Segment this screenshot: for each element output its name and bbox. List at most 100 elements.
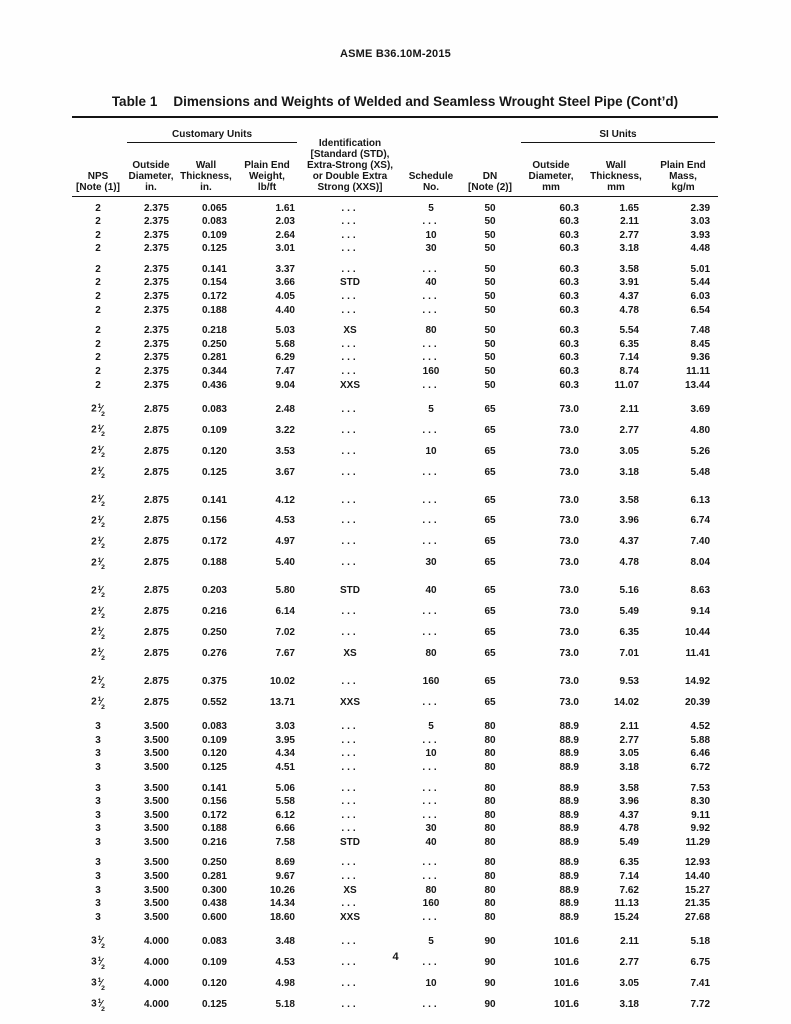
cell-identification: ... — [341, 445, 359, 457]
cell-weight-lbft: 4.97 — [275, 536, 295, 548]
cell-od-mm: 73.0 — [559, 515, 579, 527]
cell-wall-in: 0.344 — [201, 366, 227, 378]
cell-identification: ... — [341, 796, 359, 808]
cell-wall-in: 0.125 — [201, 761, 227, 773]
cell-dn: 65 — [484, 557, 496, 569]
table-row: 31⁄2 4.000 0.109 4.53...... 90 101.6 2.77 6.75 — [72, 952, 718, 973]
cell-dn: 80 — [484, 836, 496, 848]
cell-identification: ... — [341, 243, 359, 255]
cell-mass-kgm: 5.01 — [690, 263, 711, 275]
cell-od-in: 3.500 — [143, 898, 169, 910]
group-gap — [72, 664, 718, 671]
cell-dn: 65 — [484, 515, 496, 527]
col-header-od-in: Outside Diameter, in. — [124, 154, 178, 197]
cell-wall-mm: 4.37 — [619, 809, 639, 821]
cell-dn: 50 — [484, 263, 496, 275]
cell-od-in: 2.375 — [143, 325, 169, 337]
cell-dn: 50 — [484, 352, 496, 364]
table-row: 21⁄2 2.875 0.156 4.53...... 65 73.0 3.96 6.74 — [72, 511, 718, 532]
cell-wall-mm: 7.01 — [619, 648, 639, 660]
cell-dn: 80 — [484, 871, 496, 883]
cell-mass-kgm: 11.11 — [686, 366, 711, 378]
cell-schedule: ... — [422, 291, 440, 303]
cell-dn: 65 — [484, 424, 496, 436]
cell-wall-mm: 2.77 — [619, 229, 639, 241]
cell-dn: 65 — [484, 466, 496, 478]
cell-identification: ... — [341, 466, 359, 478]
table-row: 3 3.500 0.188 6.66... 30 80 88.9 4.78 9.92 — [72, 822, 718, 836]
cell-schedule: ... — [422, 627, 440, 639]
cell-od-in: 2.375 — [143, 243, 169, 255]
cell-nps: 3 — [95, 734, 101, 746]
cell-weight-lbft: 3.66 — [275, 277, 295, 289]
cell-od-in: 2.375 — [143, 291, 169, 303]
cell-schedule: 40 — [425, 836, 437, 848]
cell-identification: XS — [343, 648, 357, 660]
cell-dn: 90 — [484, 977, 496, 989]
table-row: 31⁄2 4.000 0.083 3.48... 5 90 101.6 2.11 5.18 — [72, 931, 718, 952]
cell-schedule: ... — [422, 216, 440, 228]
table-row: 2 2.375 0.344 7.47... 160 50 60.3 8.74 11.11 — [72, 365, 718, 379]
cell-identification: STD — [340, 585, 360, 597]
cell-mass-kgm: 6.54 — [690, 304, 711, 316]
cell-od-in: 3.500 — [143, 809, 169, 821]
cell-nps: 3 — [95, 911, 101, 923]
cell-weight-lbft: 5.40 — [275, 557, 295, 569]
table-row: 31⁄2 4.000 0.125 5.18...... 90 101.6 3.18 7.72 — [72, 994, 718, 1015]
cell-mass-kgm: 14.92 — [684, 675, 711, 687]
cell-wall-in: 0.109 — [201, 229, 227, 241]
cell-nps: 21⁄2 — [91, 626, 105, 641]
group-gap-cell — [72, 849, 718, 856]
cell-mass-kgm: 7.41 — [690, 977, 711, 989]
cell-schedule: ... — [422, 871, 440, 883]
cell-wall-mm: 3.58 — [619, 263, 639, 275]
cell-od-mm: 73.0 — [559, 445, 579, 457]
cell-wall-in: 0.216 — [201, 836, 227, 848]
cell-dn: 80 — [484, 734, 496, 746]
group-header-customary-units: Customary Units — [127, 129, 297, 143]
cell-weight-lbft: 5.68 — [275, 338, 295, 350]
cell-wall-mm: 2.11 — [620, 936, 639, 948]
cell-weight-lbft: 4.05 — [275, 291, 295, 303]
cell-od-mm: 101.6 — [553, 977, 579, 989]
cell-nps: 3 — [95, 823, 101, 835]
cell-mass-kgm: 13.44 — [684, 379, 711, 391]
cell-wall-mm: 3.58 — [619, 494, 639, 506]
cell-wall-mm: 11.07 — [614, 379, 639, 391]
col-header-dn: DN [Note (2)] — [462, 117, 518, 197]
cell-weight-lbft: 7.02 — [275, 627, 295, 639]
cell-wall-mm: 3.05 — [619, 748, 639, 760]
cell-identification: ... — [341, 557, 359, 569]
cell-weight-lbft: 18.60 — [269, 911, 295, 923]
table-row: 2 2.375 0.436 9.04 XXS... 50 60.3 11.07 13.44 — [72, 379, 718, 393]
cell-identification: ... — [341, 515, 359, 527]
table-row: 3 3.500 0.438 14.34... 160 80 88.9 11.13 21.35 — [72, 897, 718, 911]
cell-wall-mm: 3.91 — [619, 277, 639, 289]
table-row: 3 3.500 0.250 8.69...... 80 88.9 6.35 12.93 — [72, 856, 718, 870]
cell-od-in: 2.875 — [143, 648, 169, 660]
cell-od-mm: 88.9 — [559, 748, 579, 760]
cell-identification: ... — [341, 782, 359, 794]
cell-weight-lbft: 5.58 — [275, 796, 295, 808]
cell-od-in: 2.875 — [143, 445, 169, 457]
cell-schedule: ... — [422, 796, 440, 808]
cell-wall-mm: 2.77 — [619, 734, 639, 746]
table-row: 21⁄2 2.875 0.083 2.48... 5 65 73.0 2.11 3.69 — [72, 399, 718, 420]
cell-mass-kgm: 4.80 — [690, 424, 711, 436]
cell-identification: ... — [341, 809, 359, 821]
cell-od-in: 2.875 — [143, 696, 169, 708]
group-gap-cell — [72, 256, 718, 263]
table-row: 21⁄2 2.875 0.250 7.02...... 65 73.0 6.35 10.44 — [72, 622, 718, 643]
cell-wall-in: 0.250 — [201, 338, 227, 350]
cell-dn: 65 — [484, 403, 496, 415]
cell-weight-lbft: 7.67 — [275, 648, 295, 660]
cell-mass-kgm: 9.36 — [690, 352, 711, 364]
cell-wall-mm: 2.77 — [619, 424, 639, 436]
cell-wall-mm: 2.11 — [620, 216, 639, 228]
cell-schedule: 5 — [428, 403, 434, 415]
cell-weight-lbft: 5.03 — [275, 325, 295, 337]
cell-dn: 65 — [484, 536, 496, 548]
col-header-identification: Identification [Standard (STD), Extra-St… — [300, 117, 400, 197]
table-row: 3 3.500 0.300 10.26 XS 80 80 88.9 7.62 15.27 — [72, 884, 718, 898]
cell-od-in: 2.875 — [143, 585, 169, 597]
